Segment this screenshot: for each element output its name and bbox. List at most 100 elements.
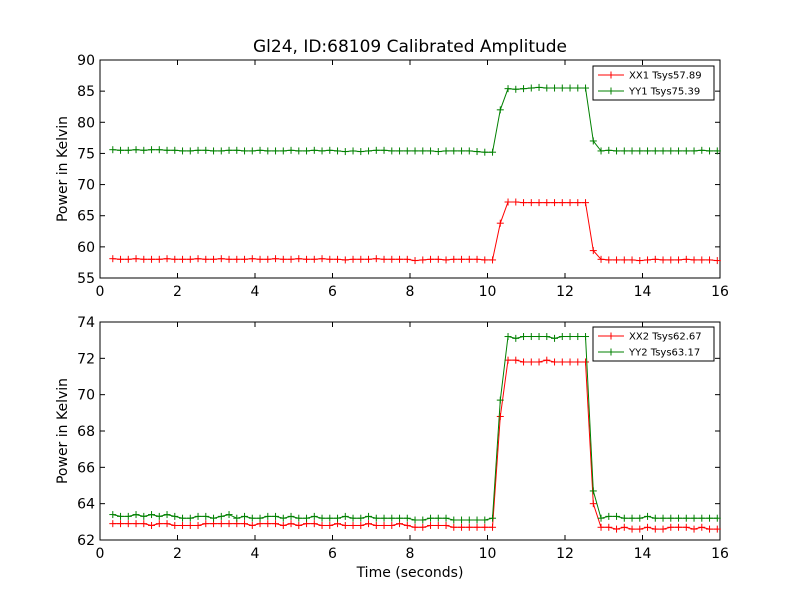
data-point xyxy=(179,514,187,522)
data-point xyxy=(543,84,551,92)
data-point xyxy=(419,256,427,264)
bottom-chart: Power in Kelvin Time (seconds) 0 2 4 6 8 10 12… xyxy=(55,315,729,581)
data-point xyxy=(698,514,706,522)
data-point xyxy=(202,520,210,528)
x-tick-label: 8 xyxy=(406,546,415,562)
data-point xyxy=(706,256,714,264)
data-point xyxy=(504,85,512,93)
data-point xyxy=(403,147,411,155)
data-point xyxy=(496,396,504,404)
legend-label: YY2 Tsys63.17 xyxy=(628,348,700,359)
x-tick-label: 4 xyxy=(251,546,260,562)
y-tick-label: 62 xyxy=(77,533,95,549)
data-point xyxy=(372,146,380,154)
data-point xyxy=(667,147,675,155)
legend-label: XX2 Tsys62.67 xyxy=(629,332,702,343)
data-point xyxy=(504,356,512,364)
data-point xyxy=(241,255,249,263)
data-point xyxy=(690,256,698,264)
data-point xyxy=(690,525,698,533)
data-point xyxy=(582,199,590,207)
data-point xyxy=(132,146,140,154)
x-tick-label: 4 xyxy=(251,284,260,300)
data-point xyxy=(148,146,156,154)
data-point xyxy=(458,255,466,263)
data-point xyxy=(605,523,613,531)
data-point xyxy=(496,106,504,114)
data-point xyxy=(450,147,458,155)
data-point xyxy=(481,148,489,156)
data-point xyxy=(644,256,652,264)
data-point xyxy=(256,514,264,522)
data-point xyxy=(558,333,566,341)
data-point xyxy=(194,521,202,529)
data-point xyxy=(574,199,582,207)
data-point xyxy=(155,520,163,528)
data-point xyxy=(318,514,326,522)
data-point xyxy=(667,523,675,531)
data-point xyxy=(202,255,210,263)
data-point xyxy=(272,512,280,520)
y-tick-label: 65 xyxy=(77,209,95,225)
data-point xyxy=(434,521,442,529)
y-tick-label: 75 xyxy=(77,146,95,162)
data-point xyxy=(326,514,334,522)
chart-title: Gl24, ID:68109 Calibrated Amplitude xyxy=(253,37,567,57)
x-tick-label: 2 xyxy=(173,284,182,300)
data-point xyxy=(481,256,489,264)
data-point xyxy=(318,255,326,263)
data-point xyxy=(248,514,256,522)
data-point xyxy=(310,255,318,263)
data-point xyxy=(357,514,365,522)
data-point xyxy=(326,255,334,263)
data-point xyxy=(543,356,551,364)
data-point xyxy=(403,514,411,522)
data-point xyxy=(651,147,659,155)
data-point xyxy=(396,147,404,155)
data-point xyxy=(698,523,706,531)
data-point xyxy=(512,85,520,93)
data-point xyxy=(566,333,574,341)
data-point xyxy=(496,219,504,227)
data-point xyxy=(427,521,435,529)
data-point xyxy=(706,514,714,522)
data-point xyxy=(698,146,706,154)
data-point xyxy=(675,147,683,155)
data-point xyxy=(551,199,559,207)
data-point xyxy=(465,147,473,155)
data-point xyxy=(396,255,404,263)
legend-entry: YY2 Tsys63.17 xyxy=(598,348,700,359)
data-point xyxy=(675,514,683,522)
data-point xyxy=(450,516,458,524)
data-point xyxy=(636,257,644,265)
data-point xyxy=(651,514,659,522)
data-point xyxy=(365,147,373,155)
x-tick-label: 8 xyxy=(406,284,415,300)
data-point xyxy=(132,520,140,528)
data-point xyxy=(140,512,148,520)
data-point xyxy=(163,520,171,528)
x-axis-label: Time (seconds) xyxy=(356,565,464,581)
data-point xyxy=(171,512,179,520)
data-point xyxy=(163,146,171,154)
legend-label: YY1 Tsys75.39 xyxy=(628,87,700,98)
data-point xyxy=(334,147,342,155)
data-point xyxy=(163,255,171,263)
data-point xyxy=(264,512,272,520)
data-point xyxy=(427,255,435,263)
data-point xyxy=(318,147,326,155)
data-point xyxy=(241,520,249,528)
data-point xyxy=(109,511,117,519)
data-point xyxy=(372,514,380,522)
data-point xyxy=(155,255,163,263)
data-point xyxy=(644,523,652,531)
data-point xyxy=(380,255,388,263)
data-point xyxy=(303,514,311,522)
data-point xyxy=(659,514,667,522)
data-point xyxy=(388,521,396,529)
data-point xyxy=(295,147,303,155)
data-point xyxy=(217,255,225,263)
data-point xyxy=(458,523,466,531)
data-point xyxy=(109,520,117,528)
data-point xyxy=(605,512,613,520)
